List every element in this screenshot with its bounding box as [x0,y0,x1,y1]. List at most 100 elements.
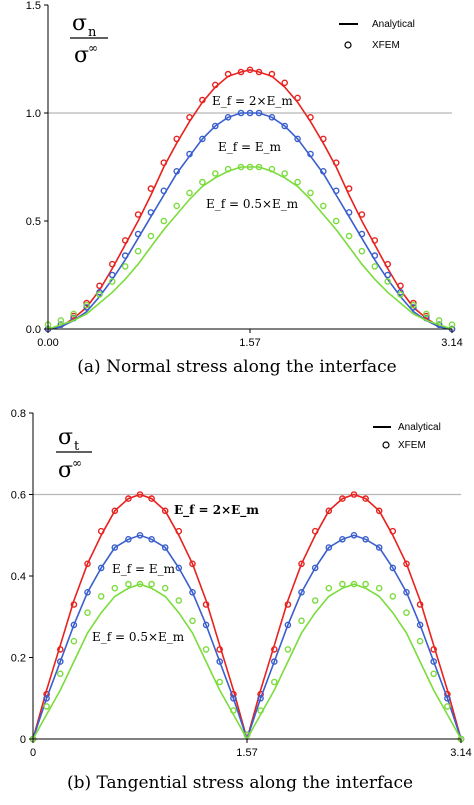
xfem-point-series-2 [84,609,91,617]
xfem-point-series-2 [325,584,333,592]
xfem-point-series-1 [307,150,314,158]
curve-label-2em: E_f = 2×E_m [212,94,293,108]
xfem-point-series-1 [84,589,91,596]
xfem-point-series-1 [147,209,155,216]
xfem-point-series-0 [284,601,292,608]
xfem-point-series-1 [211,122,219,130]
legend-analytical-label: Analytical [398,422,441,433]
y-tick-label: 0 [20,734,26,746]
curve-label-05em: E_f = 0.5×E_m [92,630,185,644]
xfem-point-series-0 [199,96,206,104]
panel-a-sym-num: σ [72,11,87,36]
xfem-point-series-1 [43,695,50,702]
xfem-point-series-0 [362,495,369,502]
analytical-line-series-0 [47,68,453,330]
xfem-point-series-2 [298,617,305,625]
panel-a: 0.00 1.57 3.14 0.0 0.5 1.0 1.5 σ n σ ∞ Analyti… [26,0,463,377]
xfem-point-series-1 [96,288,103,296]
xfem-point-series-1 [403,589,410,596]
xfem-point-series-1 [371,252,379,259]
panel-a-curve-labels: E_f = 2×E_m E_f = E_m E_f = 0.5×E_m [206,94,299,211]
panel-b-plot [29,491,465,743]
panel-a-ticks: 0.00 1.57 3.14 0.0 0.5 1.0 1.5 [26,0,463,349]
xfem-point-series-0 [298,560,305,568]
panel-a-caption: (a) Normal stress along the interface [77,357,396,377]
xfem-point-series-2 [70,637,78,645]
panel-a-plot [44,66,456,333]
xfem-point-series-1 [216,658,223,665]
xfem-point-series-2 [350,580,358,588]
xfem-point-series-0 [70,312,77,320]
xfem-point-series-0 [422,312,430,320]
xfem-point-series-2 [186,189,193,197]
xfem-point-series-1 [57,658,64,665]
xfem-point-series-0 [136,491,144,498]
xfem-point-series-2 [230,707,237,714]
xfem-point-series-2 [148,580,155,588]
y-tick-label: 1.5 [26,0,41,12]
xfem-point-series-0 [224,70,232,78]
xfem-point-series-0 [403,560,410,568]
xfem-point-series-1 [161,544,169,551]
xfem-point-series-2 [57,317,65,324]
xfem-point-series-1 [444,695,451,702]
xfem-point-series-2 [403,609,410,617]
xfem-point-series-2 [268,165,276,173]
panel-b-legend: Analytical XFEM [373,422,441,451]
xfem-point-series-2 [96,291,103,298]
xfem-point-series-1 [230,695,237,702]
xfem-point-series-2 [246,163,254,171]
xfem-point-series-0 [371,237,379,244]
xfem-point-series-1 [202,621,210,629]
xfem-point-series-2 [416,637,424,645]
xfem-point-series-0 [384,260,392,268]
xfem-point-series-0 [430,646,438,653]
xfem-point-series-1 [410,304,417,311]
panel-a-sym-den: σ [74,43,89,68]
y-tick-label: 0.8 [11,408,26,420]
xfem-point-series-0 [397,282,404,290]
analytical-line-series-0 [32,493,462,742]
legend-xfem-label: XFEM [372,40,400,51]
xfem-point-series-0 [410,299,417,307]
xfem-point-series-0 [109,260,116,268]
xfem-point-series-1 [125,536,132,543]
y-tick-label: 0.2 [11,653,26,665]
xfem-point-series-0 [345,185,353,192]
xfem-point-series-1 [311,564,319,572]
xfem-point-series-0 [84,560,91,568]
panel-b-sym-den: σ [58,458,73,483]
xfem-point-series-1 [319,167,327,175]
xfem-point-series-2 [199,178,206,186]
xfem-point-series-2 [125,580,132,588]
xfem-point-series-2 [389,593,397,600]
legend-marker-swatch [344,41,352,49]
xfem-point-series-1 [362,536,369,543]
legend-xfem-label: XFEM [398,440,426,451]
xfem-point-series-2 [70,310,77,318]
xfem-point-series-1 [148,536,155,543]
xfem-point-series-2 [173,202,180,210]
panel-b-curve-labels: E_f = 2×E_m E_f = E_m E_f = 0.5×E_m [92,503,259,644]
xfem-point-series-1 [345,209,353,216]
xfem-point-series-2 [257,707,264,714]
xfem-point-series-1 [134,230,142,238]
panel-a-sym-num-sub: n [88,25,97,40]
xfem-point-series-1 [257,695,264,702]
xfem-point-series-0 [147,185,155,192]
panel-b-sym-num: σ [58,425,73,450]
xfem-point-series-0 [311,527,319,535]
xfem-point-series-1 [173,167,180,175]
xfem-point-series-1 [294,135,301,143]
xfem-point-series-2 [339,580,346,588]
xfem-point-series-0 [121,237,129,244]
xfem-point-series-0 [389,527,397,535]
xfem-point-series-0 [350,491,358,498]
xfem-point-series-2 [444,703,451,710]
xfem-point-series-1 [83,304,90,311]
xfem-point-series-1 [175,564,183,572]
xfem-point-series-2 [43,703,50,710]
xfem-point-series-1 [199,135,206,143]
xfem-point-series-2 [237,163,245,171]
